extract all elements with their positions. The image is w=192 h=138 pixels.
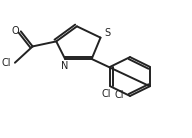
Text: Cl: Cl — [1, 58, 11, 68]
Text: N: N — [61, 61, 69, 71]
Text: O: O — [11, 26, 19, 36]
Text: S: S — [105, 28, 111, 38]
Text: Cl: Cl — [101, 89, 111, 99]
Text: Cl: Cl — [115, 90, 124, 100]
